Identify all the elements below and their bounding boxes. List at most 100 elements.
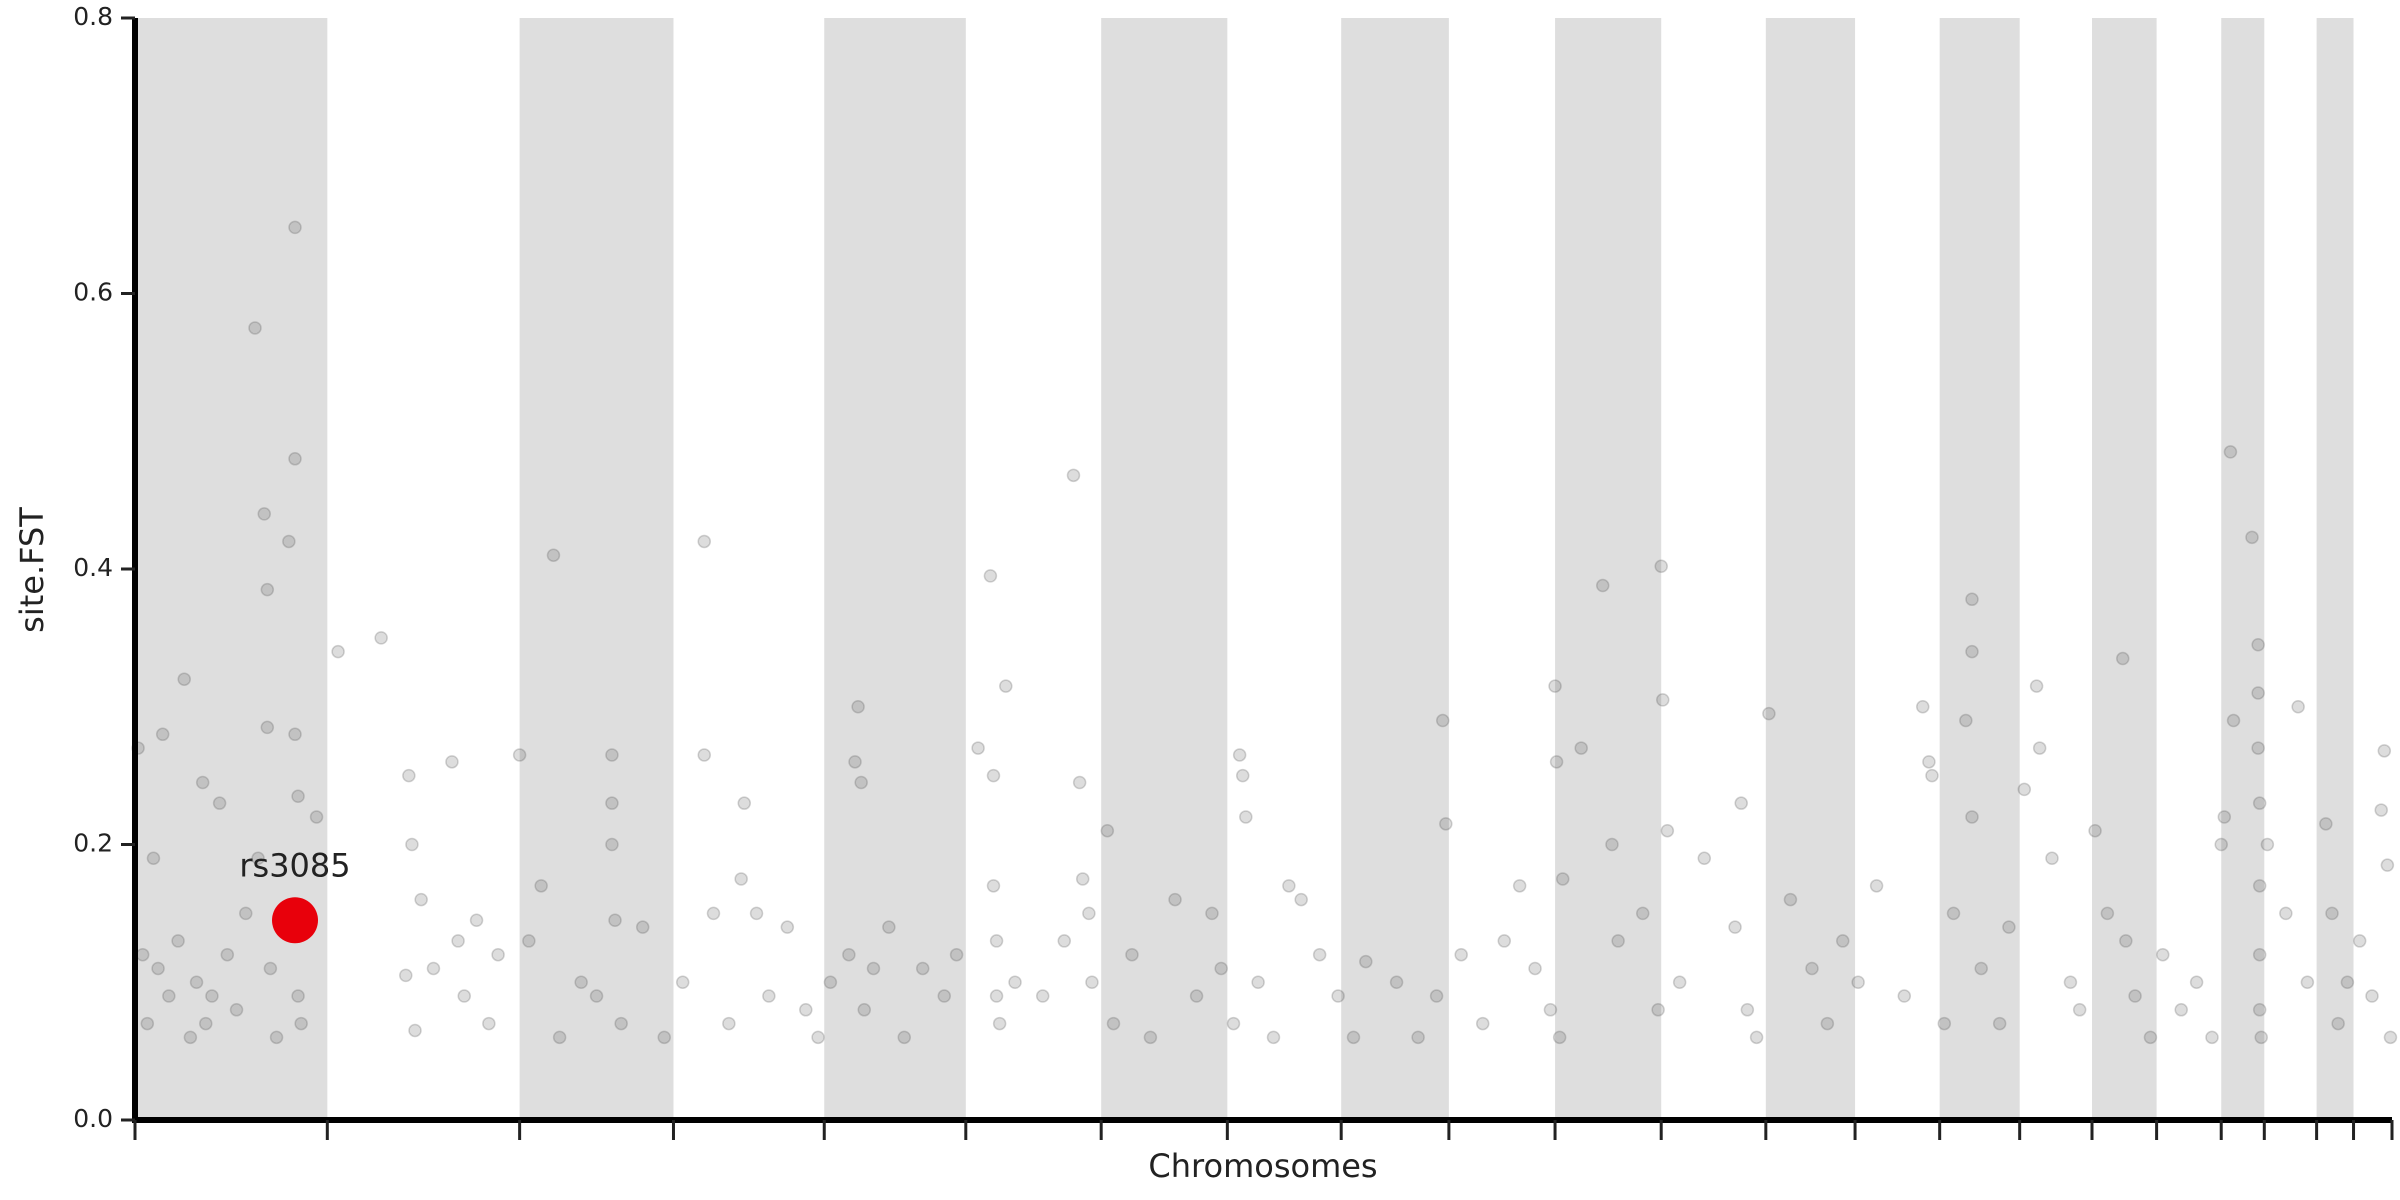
snp-point: [2063, 975, 2078, 989]
snp-point: [697, 534, 712, 549]
snp-point: [408, 1023, 422, 1038]
snp-point: [737, 796, 752, 810]
snp-point: [195, 775, 210, 790]
snp-point: [288, 727, 302, 742]
points: rs3085: [131, 220, 2398, 1045]
snp-point: [457, 989, 471, 1003]
snp-point: [1168, 892, 1182, 907]
snp-point: [697, 748, 712, 762]
snp-point: [162, 989, 176, 1003]
snp-point: [780, 920, 795, 934]
snp-point: [722, 1016, 736, 1031]
snp-point: [1925, 768, 1939, 783]
snp-point: [1605, 837, 1619, 852]
snp-point: [915, 961, 930, 976]
snp-point: [2119, 934, 2133, 948]
snp-point: [414, 892, 428, 907]
snp-point: [1635, 906, 1650, 921]
snp-point: [1549, 755, 1564, 769]
snp-point: [1226, 1016, 1241, 1031]
snp-point: [1851, 975, 1865, 989]
chromosome-band: [1939, 18, 2020, 1120]
chromosome-band: [2221, 18, 2265, 1120]
snp-point: [2365, 989, 2379, 1003]
snp-point: [605, 748, 619, 762]
snp-point: [512, 748, 527, 762]
snp-point: [1820, 1016, 1835, 1031]
snp-point: [552, 1030, 567, 1045]
snp-point: [1654, 559, 1668, 573]
snp-point: [811, 1030, 825, 1045]
snp-point: [2252, 947, 2267, 962]
snp-point: [1106, 1016, 1121, 1031]
snp-point: [263, 961, 278, 976]
snp-point: [2017, 782, 2032, 797]
snp-point: [1805, 961, 1819, 976]
snp-point: [949, 947, 964, 962]
snp-point: [2383, 1030, 2398, 1045]
snp-point: [1543, 1003, 1558, 1017]
snp-point: [614, 1016, 628, 1031]
snp-point: [239, 906, 253, 921]
snp-point: [2252, 796, 2267, 810]
snp-point: [1869, 879, 1884, 893]
snp-point: [1232, 748, 1247, 762]
snp-point: [2088, 823, 2102, 838]
snp-point: [151, 961, 165, 976]
snp-point: [2380, 858, 2395, 872]
snp-point: [1125, 947, 1139, 962]
snp-point: [2279, 906, 2293, 921]
snp-point: [1512, 879, 1527, 893]
snp-point: [1100, 823, 1115, 838]
snp-point: [1672, 975, 1687, 989]
snp-point: [331, 644, 345, 659]
bands: [135, 18, 2354, 1120]
snp-point: [140, 1016, 155, 1031]
snp-point: [1697, 851, 1712, 866]
snp-point: [2189, 975, 2204, 989]
snp-point: [2252, 879, 2267, 893]
snp-point: [2377, 744, 2392, 758]
snp-point: [986, 879, 1001, 893]
snp-point: [675, 975, 690, 989]
snp-point: [1762, 706, 1776, 721]
snp-point: [2156, 947, 2170, 962]
snp-point: [1783, 892, 1798, 907]
snp-point: [2352, 934, 2367, 948]
snp-point: [762, 989, 776, 1003]
snp-point: [983, 569, 998, 583]
snp-point: [2045, 851, 2059, 866]
y-tick-label: 0.0: [73, 1104, 113, 1133]
snp-point: [1294, 892, 1308, 907]
snp-point: [635, 920, 650, 934]
snp-point: [1555, 872, 1570, 886]
snp-point: [2214, 837, 2228, 852]
snp-point: [1655, 693, 1670, 707]
snp-point: [2251, 741, 2265, 755]
snp-point: [1548, 679, 1562, 693]
x-axis-label: Chromosomes: [1148, 1147, 1377, 1185]
snp-point: [291, 789, 305, 804]
snp-point: [989, 989, 1004, 1003]
snp-point: [1992, 1016, 2007, 1031]
snp-point: [608, 913, 622, 928]
snp-point: [657, 1030, 671, 1045]
snp-point: [248, 321, 262, 335]
snp-point: [882, 920, 896, 934]
snp-point: [1359, 954, 1373, 969]
snp-point: [402, 768, 416, 783]
snp-point: [823, 975, 838, 989]
snp-point: [426, 961, 441, 976]
highlight-point: [272, 897, 319, 944]
snp-point: [1411, 1030, 1425, 1045]
snp-point: [799, 1003, 813, 1017]
snp-point: [482, 1016, 496, 1031]
snp-point: [2217, 810, 2232, 824]
snp-point: [1435, 713, 1450, 728]
snp-point: [2100, 906, 2115, 921]
snp-point: [183, 1030, 198, 1045]
snp-point: [177, 672, 191, 686]
snp-point: [257, 507, 271, 521]
